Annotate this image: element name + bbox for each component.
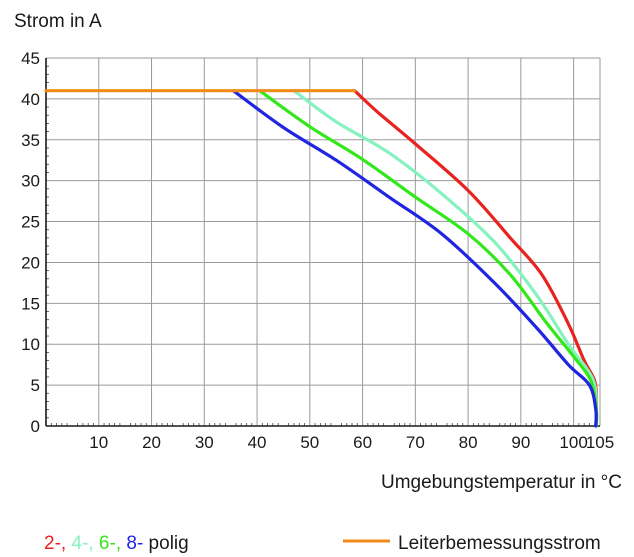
y-axis-title: Strom in A	[14, 11, 102, 32]
series-lines	[44, 89, 599, 428]
x-tick-label-70: 70	[406, 433, 425, 452]
series-line-4	[292, 89, 599, 428]
y-tick-label-10: 10	[21, 335, 40, 354]
x-tick-label-30: 30	[195, 433, 214, 452]
x-tick-label-60: 60	[353, 433, 372, 452]
x-tick-label-50: 50	[300, 433, 319, 452]
y-tick-label-15: 15	[21, 294, 40, 313]
x-tick-label-10: 10	[89, 433, 108, 452]
x-tick-label-90: 90	[511, 433, 530, 452]
x-tick-label-40: 40	[248, 433, 267, 452]
y-tick-label-30: 30	[21, 172, 40, 191]
x-tick-label-100: 100	[559, 433, 587, 452]
legend-part-0: 2-,	[44, 533, 66, 554]
legend-part-1: 4-,	[66, 533, 93, 554]
series-line-8	[231, 89, 598, 428]
legend-polig: 2-, 4-, 6-, 8- polig	[44, 533, 189, 554]
y-tick-label-25: 25	[21, 213, 40, 232]
tick-labels: 0 5 10 15 20 25 30 35 40 45 10 20 30 40 50 60 70 80 90 1001…	[21, 49, 614, 452]
y-tick-label-45: 45	[21, 49, 40, 68]
y-tick-label-20: 20	[21, 253, 40, 272]
x-tick-label-80: 80	[459, 433, 478, 452]
legend-part-4: polig	[143, 533, 188, 554]
legend-label-leiter: Leiterbemessungsstrom	[398, 533, 601, 554]
x-tick-label-20: 20	[142, 433, 161, 452]
y-tick-label-40: 40	[21, 90, 40, 109]
legend-part-3: 8-	[121, 533, 143, 554]
y-tick-label-35: 35	[21, 131, 40, 150]
x-tick-label-105: 105	[586, 433, 614, 452]
legend-part-2: 6-,	[94, 533, 121, 554]
legend: 2-, 4-, 6-, 8- polig Leiterbemessungsstr…	[44, 533, 601, 554]
x-axis-title: Umgebungstemperatur in °C	[381, 472, 622, 493]
y-tick-label-0: 0	[31, 417, 40, 436]
series-line-6	[258, 89, 599, 428]
grid	[45, 57, 601, 427]
y-tick-label-5: 5	[31, 376, 40, 395]
series-line-2	[353, 89, 599, 428]
